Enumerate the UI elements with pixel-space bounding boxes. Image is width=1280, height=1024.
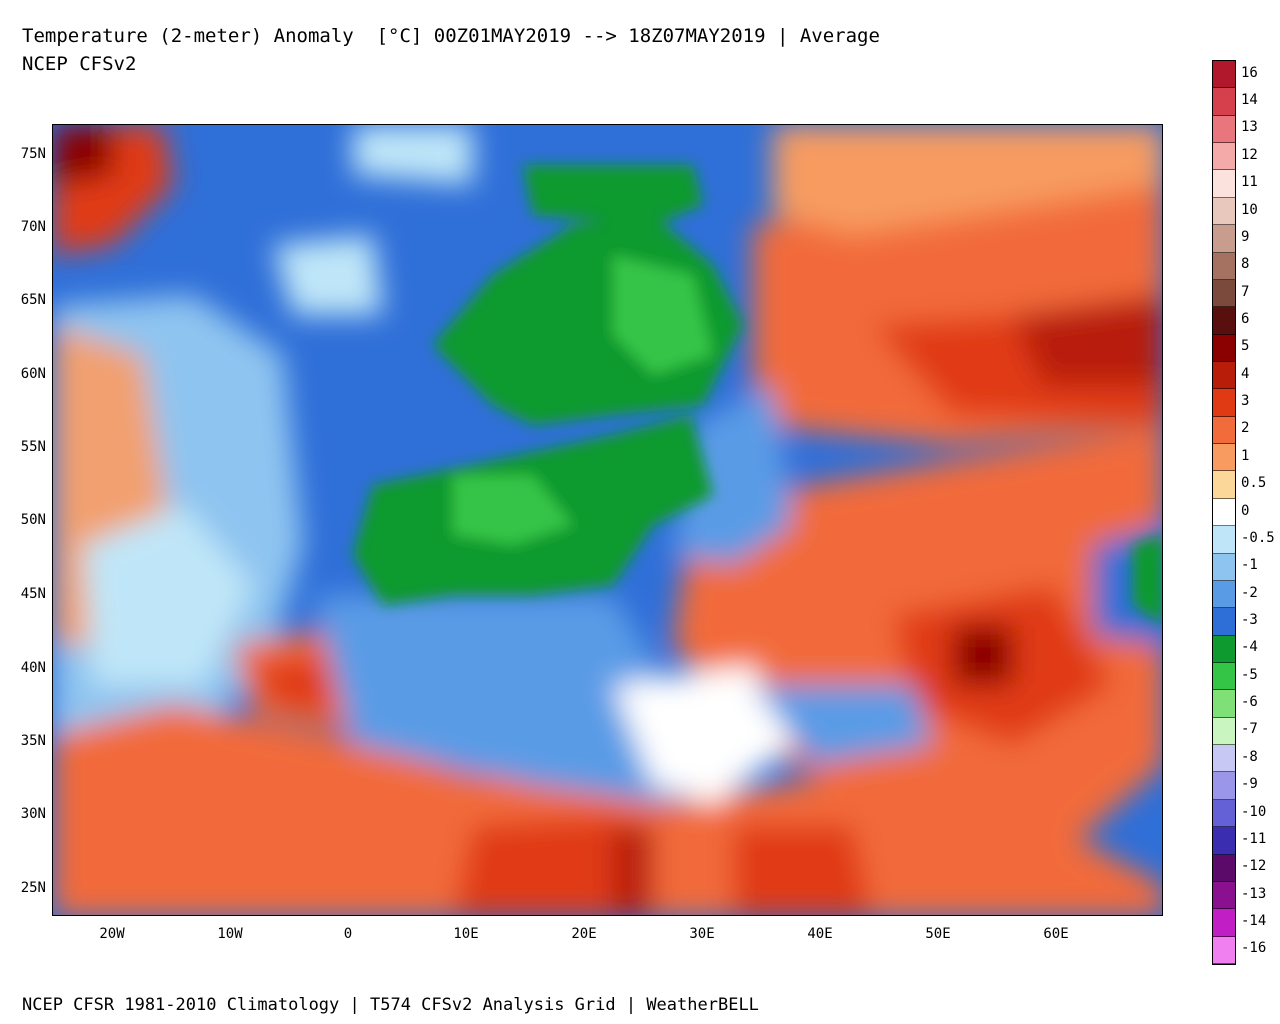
colorbar-swatch: [1213, 389, 1235, 417]
colorbar-swatch: [1213, 252, 1235, 280]
colorbar-label: -9: [1241, 776, 1258, 793]
lat-label: 55N: [20, 439, 46, 455]
colorbar-label: -10: [1241, 803, 1267, 820]
colorbar-label: -7: [1241, 721, 1258, 738]
colorbar-label: -5: [1241, 666, 1258, 683]
colorbar-swatch: [1213, 799, 1235, 828]
colorbar-swatch: [1213, 279, 1235, 308]
colorbar-label: 9: [1241, 228, 1250, 245]
colorbar-label: -0.5: [1241, 529, 1275, 546]
colorbar-swatch: [1213, 881, 1235, 910]
colorbar-label: 6: [1241, 310, 1250, 327]
footer-credits: NCEP CFSR 1981-2010 Climatology | T574 C…: [22, 995, 759, 1015]
lat-label: 25N: [20, 880, 46, 896]
colorbar-swatch: [1213, 608, 1235, 636]
colorbar-swatch: [1213, 416, 1235, 445]
map-canvas: [53, 125, 1162, 915]
lon-label: 20W: [99, 926, 125, 942]
lat-label: 60N: [20, 366, 46, 382]
colorbar-label: 3: [1241, 393, 1250, 410]
colorbar-swatch: [1213, 690, 1235, 718]
colorbar-swatch: [1213, 635, 1235, 663]
colorbar-label: 4: [1241, 365, 1250, 382]
colorbar-swatch: [1213, 526, 1235, 554]
colorbar-swatch: [1213, 772, 1235, 800]
colorbar-swatch: [1213, 717, 1235, 746]
colorbar-label: 0.5: [1241, 475, 1267, 492]
colorbar-swatch: [1213, 88, 1235, 116]
colorbar-swatch: [1213, 936, 1235, 964]
colorbar-swatch: [1213, 362, 1235, 390]
colorbar-label: 0: [1241, 502, 1250, 519]
colorbar-swatch: [1213, 444, 1235, 472]
anomaly-fields: [53, 125, 1162, 915]
colorbar-label: 7: [1241, 283, 1250, 300]
lon-label: 20E: [571, 926, 597, 942]
anomaly-map: [52, 124, 1163, 916]
lon-label: 0: [343, 926, 353, 942]
colorbar-label: 16: [1241, 64, 1258, 81]
colorbar-label: -12: [1241, 858, 1267, 875]
colorbar-label: 12: [1241, 146, 1258, 163]
lat-label: 65N: [20, 292, 46, 308]
colorbar-swatch: [1213, 553, 1235, 581]
colorbar-label: 2: [1241, 420, 1250, 437]
colorbar-label: -3: [1241, 611, 1258, 628]
colorbar: [1212, 60, 1236, 965]
lat-label: 30N: [20, 806, 46, 822]
lat-label: 40N: [20, 660, 46, 676]
colorbar-swatch: [1213, 115, 1235, 144]
colorbar-label: 10: [1241, 201, 1258, 218]
colorbar-label: 1: [1241, 447, 1250, 464]
colorbar-label: 5: [1241, 338, 1250, 355]
lon-label: 50E: [925, 926, 951, 942]
lat-label: 45N: [20, 586, 46, 602]
colorbar-label: -13: [1241, 885, 1267, 902]
colorbar-swatch: [1213, 143, 1235, 171]
colorbar-label: -6: [1241, 694, 1258, 711]
colorbar-label: 8: [1241, 256, 1250, 273]
colorbar-label: 13: [1241, 119, 1258, 136]
lat-label: 35N: [20, 733, 46, 749]
colorbar-swatch: [1213, 854, 1235, 882]
lon-label: 30E: [689, 926, 715, 942]
colorbar-swatch: [1213, 61, 1235, 89]
map-title: Temperature (2-meter) Anomaly [°C] 00Z01…: [22, 25, 880, 47]
colorbar-swatch: [1213, 745, 1235, 773]
colorbar-swatch: [1213, 498, 1235, 527]
colorbar-label: -2: [1241, 584, 1258, 601]
colorbar-swatch: [1213, 580, 1235, 609]
colorbar-label: -14: [1241, 912, 1267, 929]
colorbar-label: -4: [1241, 639, 1258, 656]
lat-label: 50N: [20, 512, 46, 528]
colorbar-label: -16: [1241, 940, 1267, 957]
colorbar-swatch: [1213, 827, 1235, 855]
colorbar-swatch: [1213, 170, 1235, 198]
lat-label: 70N: [20, 219, 46, 235]
lon-label: 60E: [1043, 926, 1069, 942]
colorbar-swatch: [1213, 307, 1235, 335]
colorbar-swatch: [1213, 197, 1235, 226]
colorbar-label: -8: [1241, 748, 1258, 765]
colorbar-label: 11: [1241, 174, 1258, 191]
colorbar-swatch: [1213, 334, 1235, 362]
colorbar-label: -11: [1241, 830, 1267, 847]
model-subtitle: NCEP CFSv2: [22, 53, 137, 75]
lat-label: 75N: [20, 146, 46, 162]
colorbar-label: -1: [1241, 557, 1258, 574]
cold-anomaly-fields: [353, 165, 1162, 624]
colorbar-swatch: [1213, 471, 1235, 499]
lon-label: 10E: [453, 926, 479, 942]
colorbar-swatch: [1213, 909, 1235, 937]
colorbar-swatch: [1213, 663, 1235, 691]
colorbar-label: 14: [1241, 92, 1258, 109]
lon-label: 10W: [217, 926, 243, 942]
colorbar-swatch: [1213, 225, 1235, 253]
lon-label: 40E: [807, 926, 833, 942]
